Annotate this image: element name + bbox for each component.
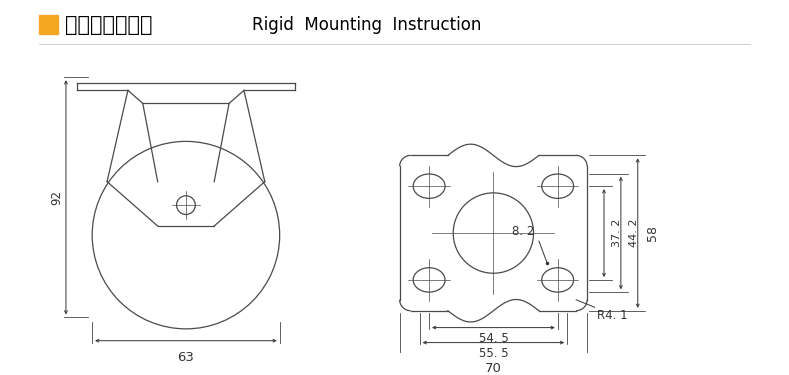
Text: 63: 63 [178, 351, 194, 364]
Text: Rigid  Mounting  Instruction: Rigid Mounting Instruction [252, 16, 481, 34]
Text: R4. 1: R4. 1 [596, 309, 627, 322]
Text: 92: 92 [50, 190, 63, 205]
Text: 70: 70 [485, 362, 502, 375]
Text: 54. 5: 54. 5 [478, 332, 508, 345]
Text: 58: 58 [646, 225, 659, 241]
Text: 37. 2: 37. 2 [612, 219, 623, 247]
Text: 定向安装尺寸图: 定向安装尺寸图 [65, 15, 152, 35]
Bar [39, 15, 58, 34]
Text: 44. 2: 44. 2 [630, 219, 639, 247]
Text: 8. 2: 8. 2 [512, 225, 534, 238]
Text: 55. 5: 55. 5 [479, 347, 508, 360]
